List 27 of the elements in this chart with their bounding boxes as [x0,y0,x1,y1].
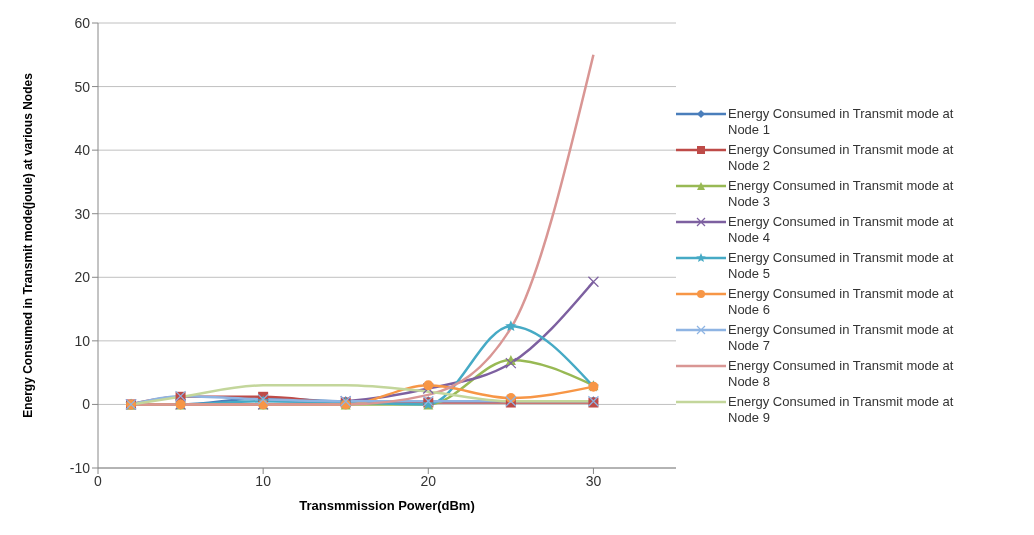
x-tick-label: 30 [585,472,602,489]
legend-label: Energy Consumed in Transmit mode at Node 8 [728,358,955,390]
legend-label: Energy Consumed in Transmit mode at Node 3 [728,178,955,210]
point [423,380,434,391]
legend-label: Energy Consumed in Transmit mode at Node 5 [728,250,955,282]
point [587,276,600,288]
y-tick-label: 0 [82,396,91,413]
y-tick-label: -10 [69,459,91,476]
y-tick-label: 10 [74,332,91,349]
legend-label: Energy Consumed in Transmit mode at Node 1 [728,106,955,138]
y-tick-label: 30 [74,205,91,222]
point [505,320,517,332]
legend-label: Energy Consumed in Transmit mode at Node 6 [728,286,955,318]
x-axis-title: Transmmission Power(dBm) [299,498,475,513]
legend-label: Energy Consumed in Transmit mode at Node 9 [728,394,955,426]
x-tick-label: 20 [420,472,437,489]
point [505,357,517,369]
legend-label: Energy Consumed in Transmit mode at Node 7 [728,322,955,354]
y-tick-label: 50 [74,78,91,95]
legend-label: Energy Consumed in Transmit mode at Node 2 [728,142,955,174]
x-tick-label: 0 [94,472,103,489]
y-tick-label: 20 [74,269,91,286]
legend-label: Energy Consumed in Transmit mode at Node 4 [728,214,955,246]
y-tick-label: 40 [74,142,91,159]
y-tick-label: 60 [74,14,91,31]
y-axis-title: Energy Consumed in Transmit mode(joule) at various Nodes [21,72,36,418]
x-tick-label: 10 [255,472,272,489]
